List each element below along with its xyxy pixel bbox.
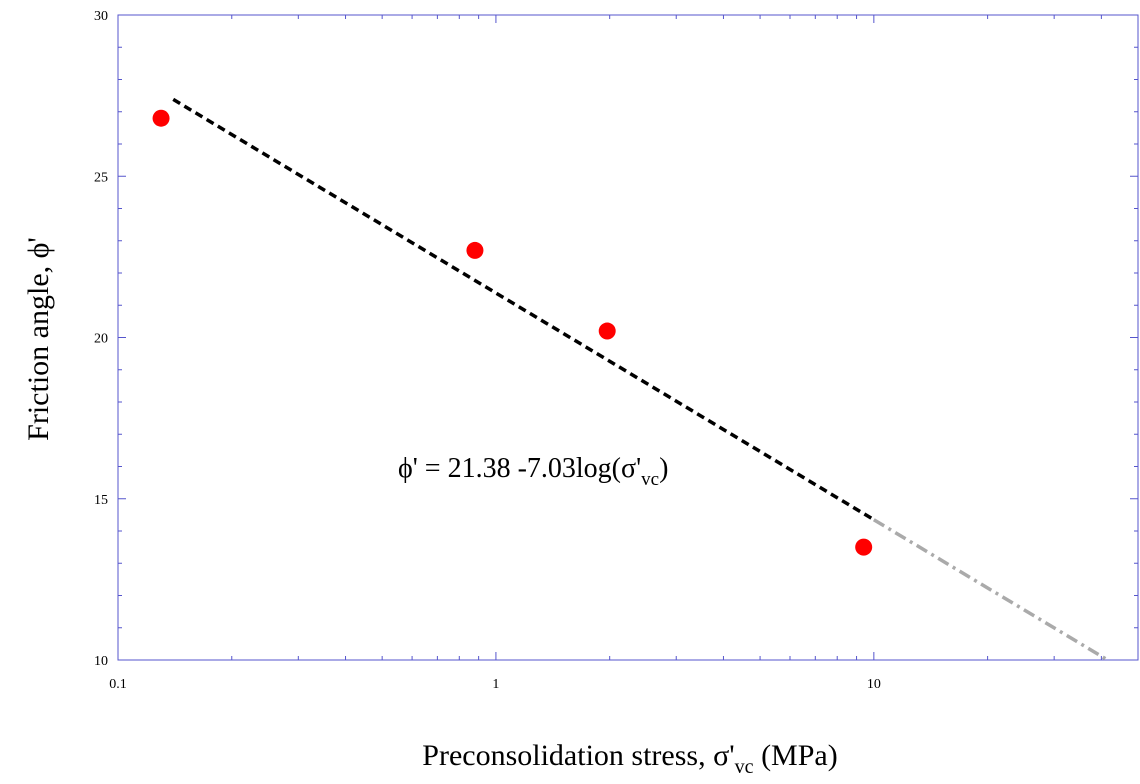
fit-line-dashed [172, 97, 875, 522]
x-tick-label: 1 [492, 677, 499, 692]
data-points [152, 109, 873, 556]
data-point [855, 538, 873, 556]
x-axis-label-main: Preconsolidation stress, σ' [422, 739, 734, 772]
x-axis-label-tail: (MPa) [754, 739, 838, 772]
y-axis-label: Friction angle, ϕ' [22, 237, 55, 441]
y-tick-label: 15 [94, 493, 108, 508]
axes [117, 14, 1139, 661]
equation-annotation: ϕ' = 21.38 -7.03log(σ'vc) [398, 453, 668, 490]
y-tick-label: 30 [94, 9, 108, 24]
y-tick-label: 10 [94, 654, 108, 669]
equation-sub: vc [641, 469, 659, 490]
x-tick-label: 0.1 [109, 677, 127, 692]
fit-line-extrapolated [872, 518, 1107, 661]
plot-frame [117, 14, 1139, 661]
equation-main: ϕ' = 21.38 -7.03log(σ' [398, 453, 641, 484]
equation-tail: ) [659, 453, 668, 484]
y-tick-label: 20 [94, 332, 108, 347]
x-tick-label: 10 [867, 677, 881, 692]
labels: 10 15 20 25 30 0.1 1 10 [94, 9, 881, 692]
x-axis-label-sub: vc [735, 756, 754, 778]
fit-lines [172, 97, 1107, 661]
data-point [598, 322, 616, 340]
data-point [152, 109, 170, 127]
x-axis-label: Preconsolidation stress, σ'vc (MPa) [422, 739, 837, 778]
data-point [466, 241, 484, 259]
ticks [117, 14, 1139, 661]
y-tick-label: 25 [94, 170, 108, 185]
